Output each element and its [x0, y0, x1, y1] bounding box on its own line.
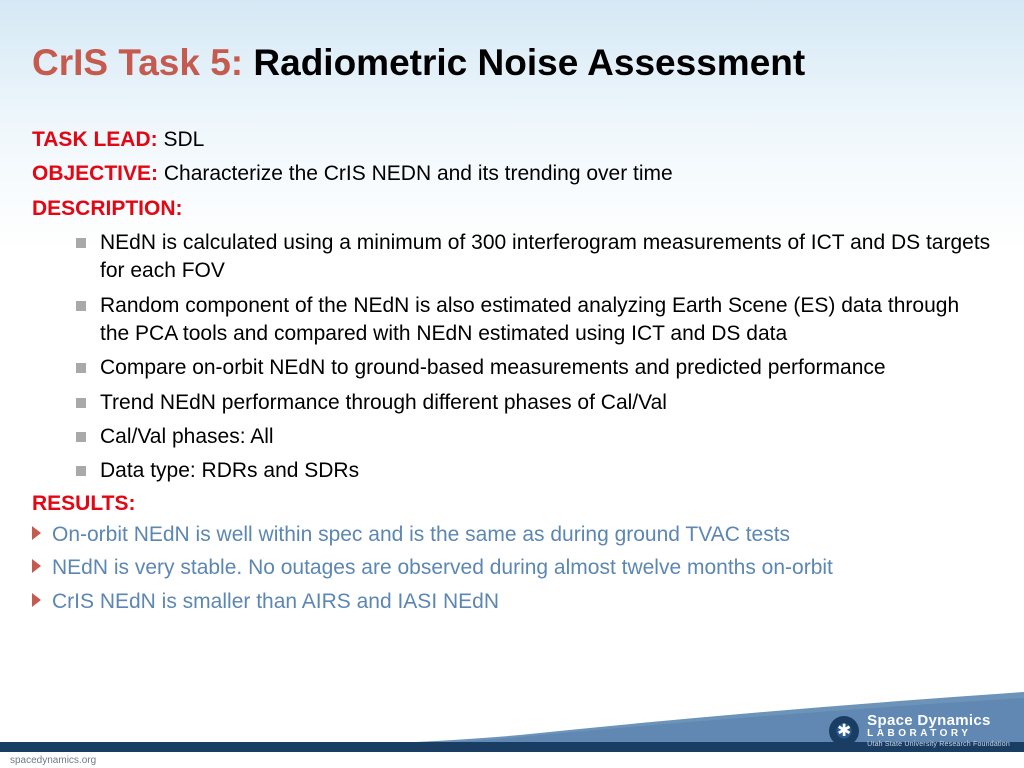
description-label: DESCRIPTION:	[32, 197, 183, 220]
footer-logo: Space Dynamics LABORATORY Utah State Uni…	[829, 713, 1010, 748]
results-list: On-orbit NEdN is well within spec and is…	[32, 520, 992, 616]
list-item: Data type: RDRs and SDRs	[76, 457, 992, 485]
list-item: CrIS NEdN is smaller than AIRS and IASI …	[32, 587, 992, 616]
list-item: Compare on-orbit NEdN to ground-based me…	[76, 354, 992, 382]
objective-value: Characterize the CrIS NEDN and its trend…	[164, 162, 673, 185]
list-item: NEdN is calculated using a minimum of 30…	[76, 229, 992, 286]
title-prefix: CrIS Task 5:	[32, 42, 243, 83]
title-main: Radiometric Noise Assessment	[243, 42, 805, 83]
list-item: Random component of the NEdN is also est…	[76, 292, 992, 349]
task-lead-label: TASK LEAD:	[32, 128, 163, 151]
objective-row: OBJECTIVE: Characterize the CrIS NEDN an…	[32, 160, 992, 188]
list-item: Trend NEdN performance through different…	[76, 389, 992, 417]
footer-site-url: spacedynamics.org	[10, 755, 96, 766]
footer-bottom	[0, 752, 1024, 768]
logo-line1: Space Dynamics	[867, 713, 1010, 728]
list-item: Cal/Val phases: All	[76, 423, 992, 451]
task-lead-row: TASK LEAD: SDL	[32, 126, 992, 154]
task-lead-value: SDL	[163, 128, 204, 151]
description-row: DESCRIPTION:	[32, 195, 992, 223]
description-list: NEdN is calculated using a minimum of 30…	[32, 229, 992, 486]
footer: spacedynamics.org Space Dynamics LABORAT…	[0, 690, 1024, 768]
logo-line3: Utah State University Research Foundatio…	[867, 741, 1010, 748]
logo-seal-icon	[829, 716, 859, 746]
logo-line2: LABORATORY	[867, 729, 1010, 739]
page-title: CrIS Task 5: Radiometric Noise Assessmen…	[32, 42, 992, 84]
list-item: NEdN is very stable. No outages are obse…	[32, 553, 992, 582]
objective-label: OBJECTIVE:	[32, 162, 164, 185]
results-label: RESULTS:	[32, 492, 992, 516]
slide-content: CrIS Task 5: Radiometric Noise Assessmen…	[0, 0, 1024, 616]
list-item: On-orbit NEdN is well within spec and is…	[32, 520, 992, 549]
logo-text: Space Dynamics LABORATORY Utah State Uni…	[867, 713, 1010, 748]
